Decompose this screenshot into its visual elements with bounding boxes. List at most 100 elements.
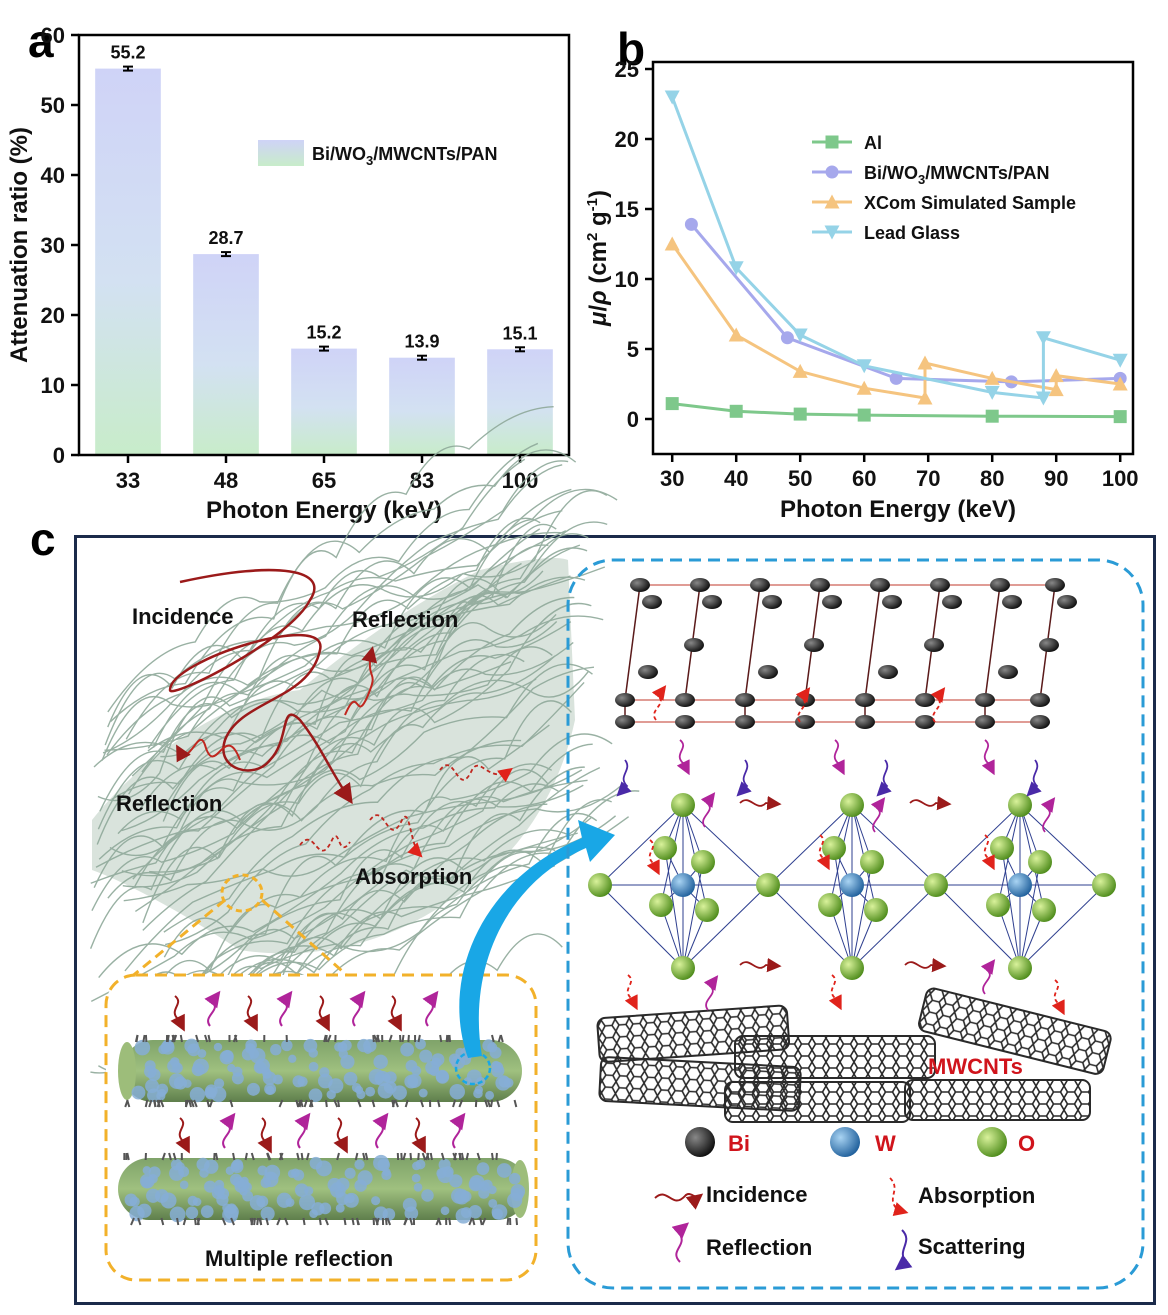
surface-chain: [409, 1152, 413, 1161]
nanoparticle: [474, 1085, 484, 1095]
surface-chain: [506, 1217, 510, 1226]
fiber-strand: [124, 724, 550, 972]
surface-chain: [491, 1152, 494, 1161]
surface-chain: [476, 1152, 481, 1161]
nanoparticle: [335, 1203, 345, 1213]
fiber-strand: [101, 488, 572, 761]
surface-chain: [445, 1034, 449, 1043]
wo-edge: [682, 804, 769, 886]
zoom-circle-tube: [454, 1050, 492, 1086]
reflection-arrow: [276, 990, 293, 1027]
nanoparticle: [436, 1167, 447, 1179]
nanoparticle: [169, 1073, 185, 1089]
bar: [95, 68, 161, 455]
y-tick-label-a: 0: [53, 443, 65, 468]
data-point: [856, 380, 872, 395]
fiber-strand: [142, 613, 557, 931]
surface-chain: [232, 1152, 236, 1161]
nanoparticle: [478, 1187, 490, 1199]
surface-chain: [417, 1034, 421, 1043]
y-tick-label-b: 5: [627, 337, 639, 362]
o-atom: [671, 793, 695, 817]
absorption-arrow: [646, 839, 660, 876]
fiber-strand: [110, 405, 554, 723]
surface-chain: [404, 1099, 409, 1108]
zoom-circle: [220, 873, 264, 913]
o-atom: [1028, 850, 1052, 874]
wo-edge: [1001, 847, 1021, 969]
bi-atom: [975, 693, 995, 707]
nanoparticle: [187, 1195, 198, 1206]
surface-chain: [419, 1099, 425, 1108]
bi-atom: [615, 715, 635, 729]
bi-atom: [882, 595, 902, 609]
nanoparticle: [440, 1206, 450, 1216]
scattering-arrow: [736, 759, 752, 797]
nanoparticle: [129, 1205, 145, 1222]
surface-chain: [276, 1217, 281, 1226]
surface-chain: [391, 1099, 396, 1108]
fiber-strand: [106, 458, 526, 756]
wo-edge: [682, 861, 704, 969]
data-point: [1113, 410, 1127, 424]
legend-label: Lead Glass: [864, 223, 960, 243]
bi-atom: [1030, 693, 1050, 707]
absorption-arrow: [795, 687, 811, 723]
reflection-arrow: [870, 797, 886, 833]
nanoparticle: [191, 1063, 205, 1077]
y-tick-label-b: 20: [615, 127, 639, 152]
surface-chain: [402, 1152, 407, 1161]
data-point: [984, 385, 1000, 400]
w-legend-label: W: [875, 1131, 896, 1156]
data-point: [792, 363, 808, 378]
surface-chain: [481, 1217, 487, 1226]
surface-chain: [515, 1217, 519, 1226]
data-point: [824, 225, 840, 240]
surface-chain: [497, 1034, 502, 1043]
surface-chain: [176, 1217, 180, 1226]
absorption-arrow: [651, 685, 667, 721]
nanoparticle: [508, 1172, 521, 1185]
x-tick-label-a: 65: [312, 468, 336, 493]
data-point: [984, 370, 1000, 385]
fiber-strand: [111, 544, 549, 800]
surface-chain: [401, 1034, 405, 1043]
surface-chain: [156, 1099, 161, 1108]
bi-atom: [930, 578, 950, 592]
nanoparticle: [382, 1167, 391, 1177]
nanoparticle: [392, 1085, 407, 1100]
fiber-strand: [99, 577, 500, 812]
surface-chain: [309, 1099, 314, 1108]
surface-chain: [302, 1217, 306, 1226]
nanoparticle: [354, 1179, 367, 1192]
incidence-arrow: [387, 995, 402, 1032]
bi-atom: [942, 595, 962, 609]
fiber-strand: [165, 681, 585, 946]
nanoparticle: [476, 1162, 490, 1175]
nanoparticle: [363, 1039, 377, 1053]
nanoparticle: [404, 1074, 419, 1089]
bi-legend-label: Bi: [728, 1131, 750, 1156]
x-tick-label-a: 33: [116, 468, 140, 493]
bi-atom: [1057, 595, 1077, 609]
surface-chain: [172, 1152, 177, 1161]
reflection-arrow: [349, 990, 366, 1027]
surface-chain: [417, 1152, 420, 1161]
multiple-reflection-title: Multiple reflection: [205, 1246, 394, 1271]
wo-edge: [936, 804, 1021, 886]
bi-atom: [702, 595, 722, 609]
nanoparticle: [400, 1042, 415, 1057]
bi-atom: [638, 665, 658, 679]
surface-chain: [491, 1034, 495, 1043]
nanoparticle: [373, 1054, 388, 1070]
nanoparticle: [343, 1071, 358, 1086]
incidence-arrow: [739, 957, 782, 973]
bi-atom: [1045, 578, 1065, 592]
surface-chain: [409, 1217, 414, 1226]
data-point: [825, 165, 839, 179]
nanoparticle: [308, 1061, 319, 1072]
nanoparticle: [232, 1066, 243, 1077]
wo-edge: [682, 884, 769, 969]
nanoparticle: [377, 1158, 390, 1172]
nanoparticle: [299, 1194, 316, 1211]
